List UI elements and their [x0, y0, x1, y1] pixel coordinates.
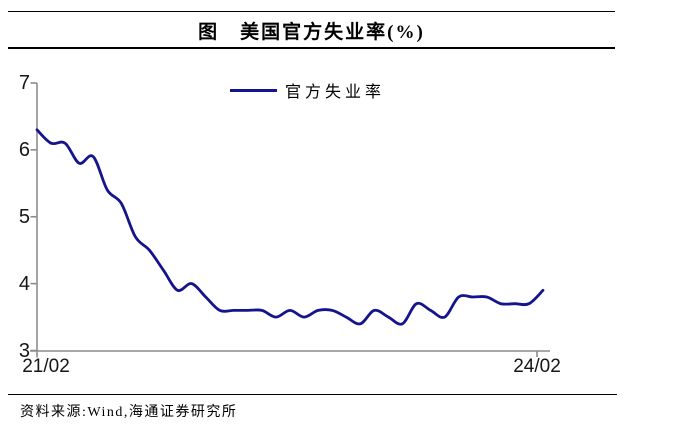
x-axis-label-start: 21/02 [22, 356, 70, 377]
title-underline-rule [8, 47, 615, 49]
y-axis-label: 7 [18, 72, 30, 94]
y-axis-label: 6 [18, 138, 30, 161]
legend-label: 官方失业率 [285, 84, 386, 101]
unemployment-rate-line [35, 128, 545, 326]
bottom-rule [8, 394, 617, 395]
chart-title: 图 美国官方失业率(%) [198, 22, 425, 43]
x-axis-label-end: 24/02 [513, 356, 561, 377]
y-axis-label: 5 [18, 205, 30, 228]
top-rule [8, 11, 615, 12]
legend: 官方失业率 [230, 80, 386, 101]
source-note: 资料来源:Wind,海通证券研究所 [20, 405, 238, 420]
y-axis-label: 3 [18, 339, 30, 362]
axes [30, 82, 550, 358]
legend-line-swatch [230, 88, 277, 92]
y-axis-label: 4 [18, 272, 30, 295]
